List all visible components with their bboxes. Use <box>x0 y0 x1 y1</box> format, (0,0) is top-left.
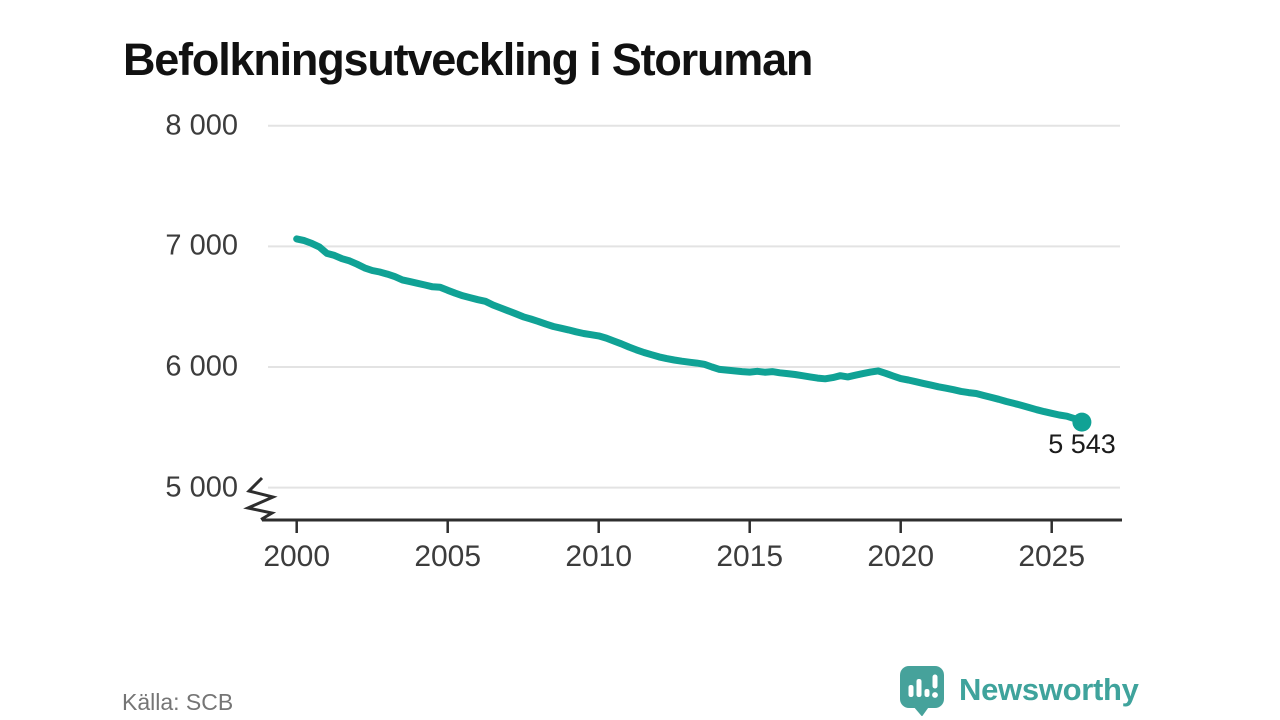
chart-title: Befolkningsutveckling i Storuman <box>123 34 813 86</box>
y-axis-tick-label: 7 000 <box>165 229 238 262</box>
x-axis-tick-label: 2025 <box>1018 540 1086 573</box>
last-value-label: 5 543 <box>1048 429 1116 459</box>
x-axis-tick-label: 2015 <box>716 540 784 573</box>
x-axis-tick-label: 2020 <box>867 540 935 573</box>
y-axis-tick-label: 6 000 <box>165 350 238 383</box>
y-axis-tick-label: 8 000 <box>165 109 238 142</box>
end-point-marker <box>1072 412 1092 432</box>
x-axis-tick-label: 2005 <box>414 540 482 573</box>
x-axis-tick-label: 2000 <box>263 540 331 573</box>
newsworthy-logo: Newsworthy <box>898 664 1139 716</box>
axis-break-zigzag <box>243 476 278 521</box>
source-note: Källa: SCB <box>122 689 234 715</box>
speech-bubble-bar-chart-icon <box>900 666 944 716</box>
x-axis-tick-label: 2010 <box>565 540 633 573</box>
y-axis-tick-label: 5 000 <box>165 471 238 504</box>
newsworthy-wordmark: Newsworthy <box>959 672 1139 707</box>
population-series-line <box>293 235 1086 426</box>
